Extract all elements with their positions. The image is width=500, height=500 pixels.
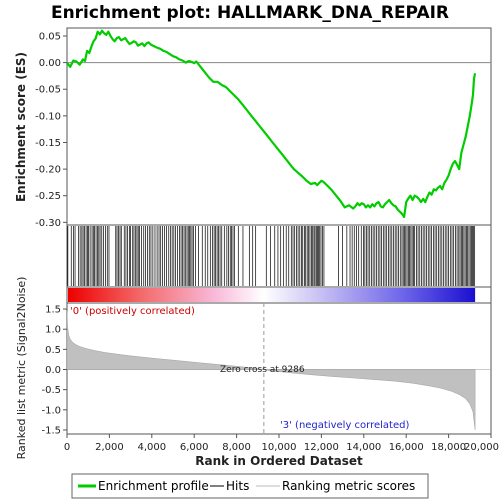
rank-metric-group <box>67 303 491 434</box>
legend-label-ranking: Ranking metric scores <box>282 479 415 493</box>
rank-y-tick-label: 1.5 <box>45 305 61 316</box>
x-tick-label: 12,000 <box>304 442 339 453</box>
zero-cross-label: Zero cross at 9286 <box>220 365 305 375</box>
es-y-tick-label: 0.00 <box>39 58 61 69</box>
es-y-tick-label: -0.30 <box>35 218 61 229</box>
legend-box <box>71 473 429 499</box>
x-tick-label: 14,000 <box>346 442 381 453</box>
rank-y-axis-label: Ranked list metric (Signal2Noise) <box>15 277 28 460</box>
x-tick-label: 18,000 <box>431 442 466 453</box>
es-y-axis-label: Enrichment score (ES) <box>14 52 28 202</box>
es-line-group <box>67 29 477 219</box>
es-y-tick-label: -0.15 <box>35 138 61 149</box>
es-y-ticks: 0.05 0.00 -0.05 -0.10 -0.15 -0.20 -0.25 -0.30 <box>35 31 67 229</box>
legend-label-enrichment: Enrichment profile <box>98 479 209 493</box>
x-tick-label: 20,000 <box>464 442 499 453</box>
chart-title: Enrichment plot: HALLMARK_DNA_REPAIR <box>51 3 449 23</box>
x-tick-label: 6,000 <box>180 442 209 453</box>
rank-y-tick-label: 0.0 <box>45 365 61 376</box>
enrichment-profile-line <box>67 29 477 219</box>
rank-y-tick-label: -1.5 <box>41 425 61 436</box>
rank-y-ticks: 1.5 1.0 0.5 0.0 -0.5 -1.0 -1.5 <box>41 305 67 436</box>
rank-y-tick-label: 1.0 <box>45 325 61 336</box>
legend: Enrichment profile Hits Ranking metric s… <box>71 473 429 499</box>
legend-label-hits: Hits <box>226 479 249 493</box>
rank-y-tick-label: -0.5 <box>41 385 61 396</box>
x-tick-label: 8,000 <box>222 442 251 453</box>
hits-group <box>67 226 476 286</box>
x-tick-label: 10,000 <box>262 442 297 453</box>
es-y-tick-label: -0.25 <box>35 191 61 202</box>
x-tick-label: 16,000 <box>389 442 424 453</box>
x-tick-label: 2,000 <box>95 442 124 453</box>
es-y-tick-label: 0.05 <box>39 31 61 42</box>
rank-y-tick-label: 0.5 <box>45 345 61 356</box>
x-tick-label: 4,000 <box>137 442 166 453</box>
positive-correlated-label: '0' (positively correlated) <box>70 306 195 317</box>
rank-y-tick-label: -1.0 <box>41 405 61 416</box>
x-axis-label: Rank in Ordered Dataset <box>195 454 363 468</box>
negative-correlated-label: '3' (negatively correlated) <box>280 420 409 431</box>
es-y-tick-label: -0.05 <box>35 85 61 96</box>
es-y-tick-label: -0.20 <box>35 165 61 176</box>
color-band <box>68 288 476 302</box>
x-ticks: 0 2,000 4,000 6,000 8,000 10,000 12,000 14,000 1… <box>64 434 499 453</box>
x-tick-label: 0 <box>64 442 70 453</box>
ranking-metric-area <box>67 311 476 431</box>
es-y-tick-label: -0.10 <box>35 111 61 122</box>
